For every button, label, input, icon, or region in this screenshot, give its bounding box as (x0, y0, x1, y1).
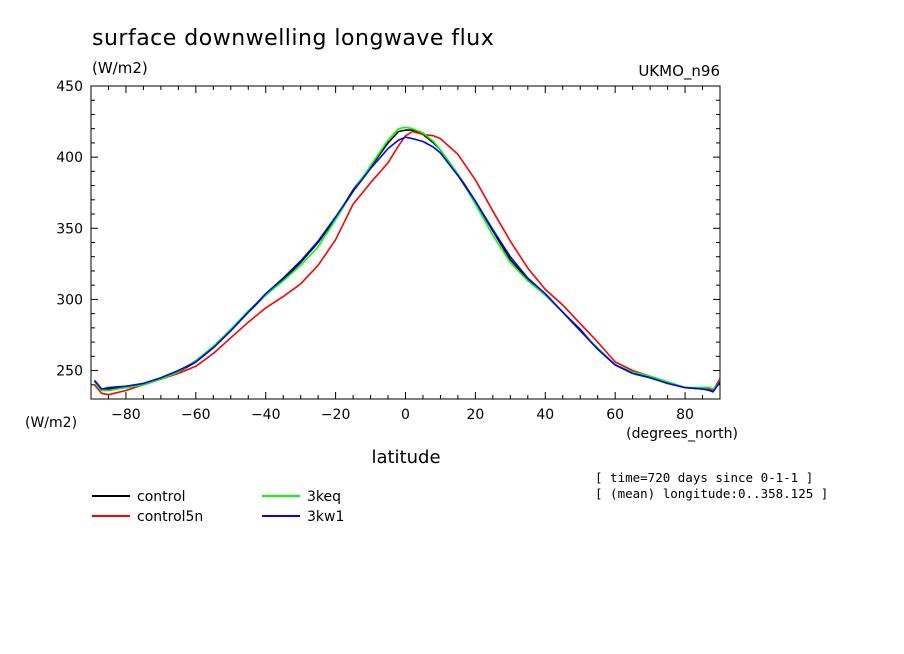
x-axis-units: (degrees_north) (626, 426, 738, 442)
series-line-control5n (93, 130, 721, 396)
y-tick-label: 250 (56, 364, 83, 380)
x-axis-label: latitude (371, 447, 440, 468)
y-tick-labels: 250 300 350 400 450 (56, 79, 83, 380)
x-tick-label: −20 (321, 407, 351, 423)
model-label: UKMO_n96 (638, 62, 720, 81)
y-tick-label: 400 (56, 150, 83, 166)
x-tick-label: −80 (111, 407, 141, 423)
x-tick-label: −60 (181, 407, 211, 423)
series-line-control (93, 129, 721, 392)
chart-units: (W/m2) (92, 59, 148, 77)
time-annotation: [ time=720 days since 0-1-1 ] (595, 470, 813, 485)
tick-marks (90, 85, 721, 400)
legend-label-control: control (137, 489, 186, 505)
plot-frame (90, 85, 721, 400)
series-line-3keq (93, 126, 721, 392)
longitude-annotation: [ (mean) longitude:0..358.125 ] (595, 486, 828, 501)
legend-label-control5n: control5n (137, 509, 203, 525)
x-tick-label: −40 (251, 407, 281, 423)
legend: control control5n 3keq 3kw1 (92, 489, 344, 525)
x-tick-label: 0 (401, 407, 410, 423)
chart-title: surface downwelling longwave flux (92, 26, 494, 51)
y-tick-label: 300 (56, 292, 83, 308)
series-lines (93, 126, 721, 396)
x-tick-label: 80 (676, 407, 694, 423)
x-tick-label: 40 (536, 407, 554, 423)
legend-label-3kw1: 3kw1 (307, 509, 344, 525)
legend-label-3keq: 3keq (307, 489, 341, 505)
y-tick-label: 450 (56, 79, 83, 95)
y-axis-units: (W/m2) (25, 415, 77, 431)
y-tick-label: 350 (56, 221, 83, 237)
x-tick-labels: −80 −60 −40 −20 0 20 40 60 80 (111, 407, 694, 423)
series-line-3kw1 (93, 136, 721, 393)
x-tick-label: 60 (606, 407, 624, 423)
x-tick-label: 20 (466, 407, 484, 423)
